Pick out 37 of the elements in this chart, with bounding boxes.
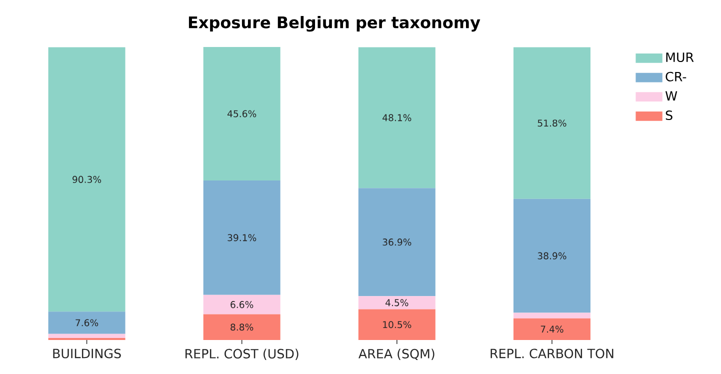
bar [48, 47, 126, 312]
chart-title: Exposure Belgium per taxonomy [188, 16, 480, 32]
data-label: 8.8% [230, 324, 254, 331]
data-label: 48.1% [382, 114, 412, 122]
data-label: 38.9% [538, 252, 566, 260]
data-label: 51.8% [538, 120, 566, 127]
bar [358, 188, 436, 296]
bar [203, 46, 280, 180]
legend-label: CR- [666, 72, 686, 82]
legend-label: S [666, 110, 672, 120]
data-label: 7.4% [540, 326, 564, 333]
legend-label: W [665, 91, 678, 100]
data-label: 36.9% [382, 238, 412, 246]
bar [48, 312, 126, 334]
bar [513, 47, 590, 199]
bar [203, 294, 280, 314]
bar [513, 198, 590, 313]
x-tick-label: REPL. COST (USD) [186, 348, 298, 360]
bar [203, 180, 280, 295]
bar [513, 312, 590, 318]
data-label: 6.6% [230, 301, 254, 308]
bar [203, 314, 280, 340]
data-label: 45.6% [227, 110, 256, 118]
bar [513, 318, 590, 340]
x-tick-label: AREA (SQM) [358, 348, 434, 360]
bar [48, 334, 126, 338]
x-tick-label: BUILDINGS [53, 348, 121, 358]
data-label: 90.3% [72, 176, 102, 183]
bar [358, 296, 436, 310]
data-label: 4.5% [386, 299, 408, 306]
x-tick-label: REPL. CARBON TON [490, 348, 614, 358]
data-label: 10.5% [383, 321, 412, 328]
legend-label: MUR [666, 52, 694, 62]
data-label: 7.6% [76, 319, 98, 326]
data-label: 39.1% [228, 234, 256, 242]
bar [358, 309, 436, 340]
bar [358, 47, 436, 188]
